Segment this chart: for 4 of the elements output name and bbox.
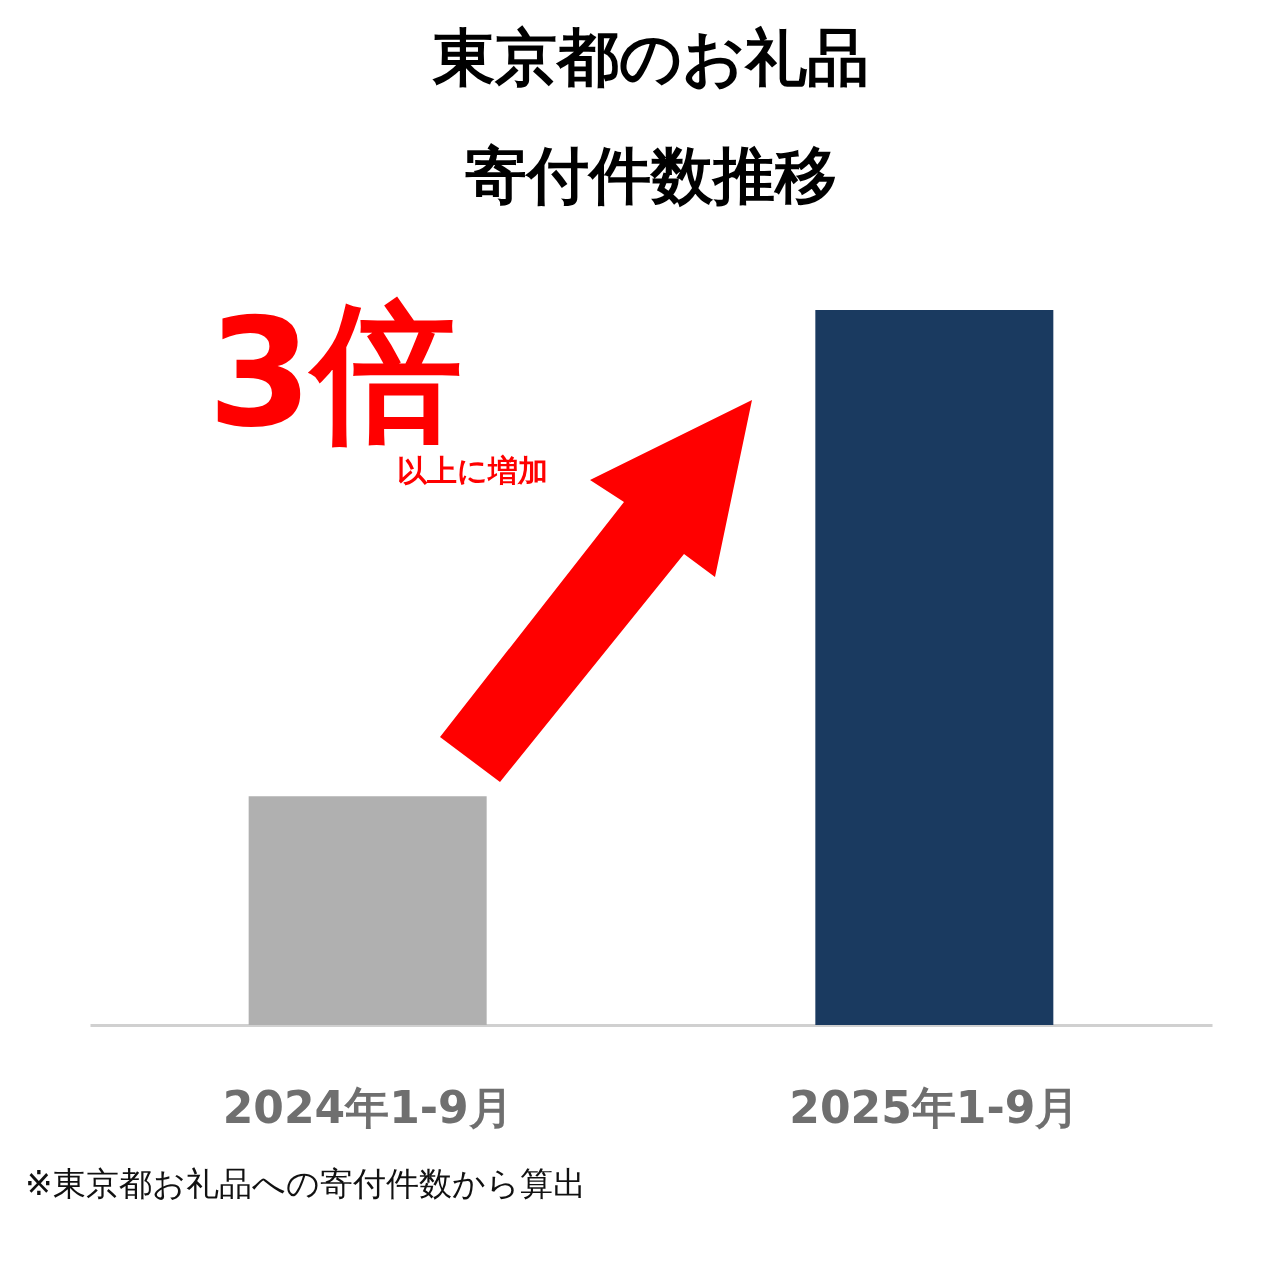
chart-title: 東京都のお礼品寄付件数推移 [432, 21, 869, 212]
x-tick-label: 2024年1-9月 [222, 1081, 513, 1133]
x-tick-label: 2025年1-9月 [789, 1081, 1080, 1133]
text: ※東京都お礼品への寄付件数から算出 [25, 1164, 586, 1203]
